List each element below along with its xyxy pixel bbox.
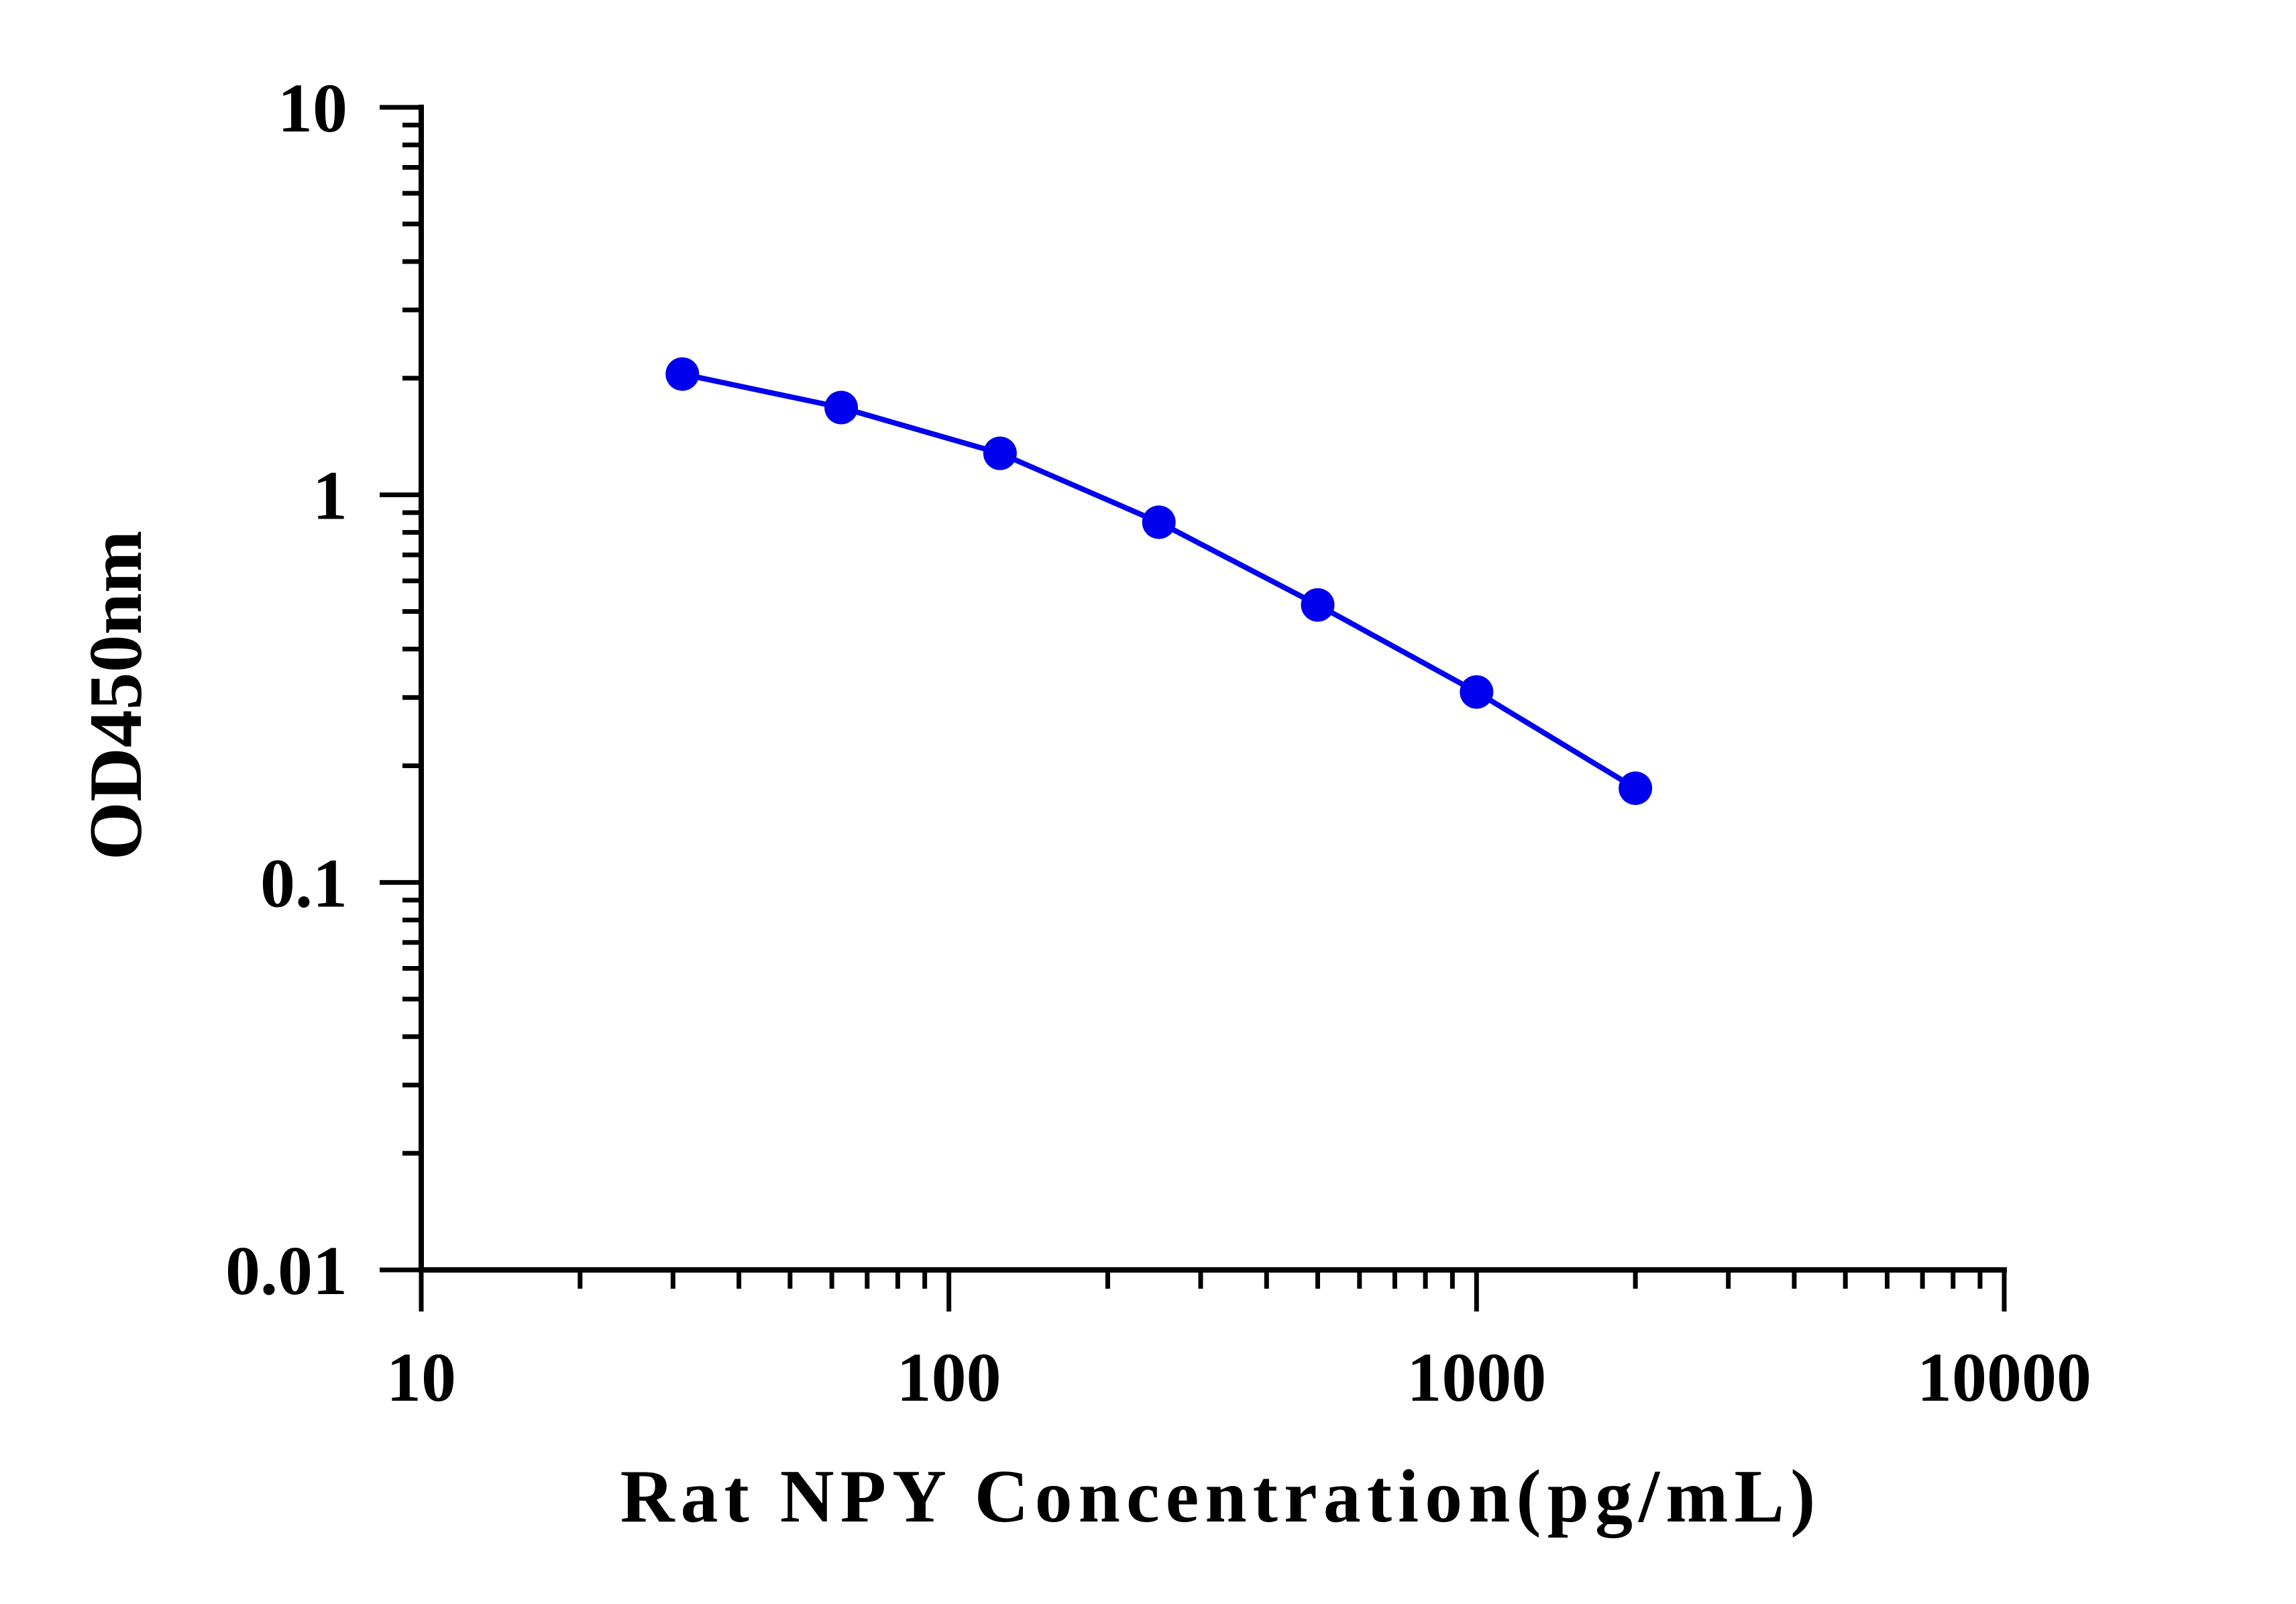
data-point [1142, 505, 1176, 539]
major-ticks [380, 105, 2007, 1312]
y-tick-labels: 0.01 0.1 1 10 [225, 70, 347, 1309]
data-point [1460, 675, 1494, 709]
data-point [1301, 588, 1335, 622]
data-point [1619, 771, 1653, 805]
data-point [665, 357, 700, 391]
y-tick-label: 10 [278, 70, 347, 147]
data-point [824, 390, 859, 425]
minor-ticks [402, 122, 1983, 1289]
x-tick-label: 100 [897, 1339, 1001, 1416]
x-tick-label: 10 [386, 1339, 456, 1416]
x-axis-title: Rat NPY Concentration(pg/mL) [620, 1455, 1822, 1538]
y-tick-label: 0.01 [225, 1232, 347, 1309]
series-line [681, 371, 1637, 791]
x-tick-labels: 10 100 1000 10000 [386, 1339, 2091, 1416]
x-tick-label: 1000 [1407, 1339, 1546, 1416]
y-tick-label: 1 [313, 458, 347, 535]
data-point [983, 436, 1017, 470]
y-axis-title: OD450nm [74, 531, 158, 861]
data-points [665, 357, 1653, 805]
x-tick-label: 10000 [1917, 1339, 2091, 1416]
y-tick-label: 0.1 [260, 845, 347, 922]
